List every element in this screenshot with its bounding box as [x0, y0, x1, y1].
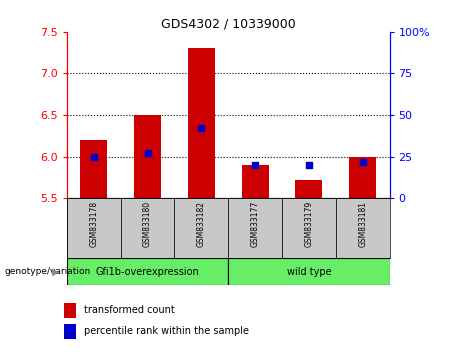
Bar — [80, 140, 107, 198]
Bar — [64, 324, 76, 339]
Text: GSM833177: GSM833177 — [251, 201, 260, 247]
Point — [359, 159, 366, 165]
Bar — [64, 303, 76, 318]
Bar — [67, 198, 121, 258]
Text: ▶: ▶ — [52, 267, 59, 277]
Text: wild type: wild type — [287, 267, 331, 277]
Bar — [67, 258, 228, 285]
Title: GDS4302 / 10339000: GDS4302 / 10339000 — [161, 18, 296, 31]
Point — [305, 162, 313, 168]
Text: genotype/variation: genotype/variation — [5, 267, 91, 276]
Bar — [228, 198, 282, 258]
Point — [144, 150, 151, 156]
Bar — [336, 198, 390, 258]
Bar — [134, 115, 161, 198]
Text: transformed count: transformed count — [84, 305, 175, 315]
Text: GSM833179: GSM833179 — [304, 201, 313, 247]
Text: GSM833181: GSM833181 — [358, 201, 367, 247]
Bar — [121, 198, 174, 258]
Bar — [242, 165, 268, 198]
Bar — [296, 180, 322, 198]
Bar — [349, 156, 376, 198]
Bar — [282, 198, 336, 258]
Text: GSM833180: GSM833180 — [143, 201, 152, 247]
Text: percentile rank within the sample: percentile rank within the sample — [84, 326, 249, 336]
Text: Gfi1b-overexpression: Gfi1b-overexpression — [95, 267, 200, 277]
Text: GSM833182: GSM833182 — [197, 201, 206, 247]
Text: GSM833178: GSM833178 — [89, 201, 98, 247]
Bar — [228, 258, 390, 285]
Point — [198, 126, 205, 131]
Bar — [188, 48, 215, 198]
Point — [251, 162, 259, 168]
Point — [90, 154, 97, 159]
Bar — [174, 198, 228, 258]
